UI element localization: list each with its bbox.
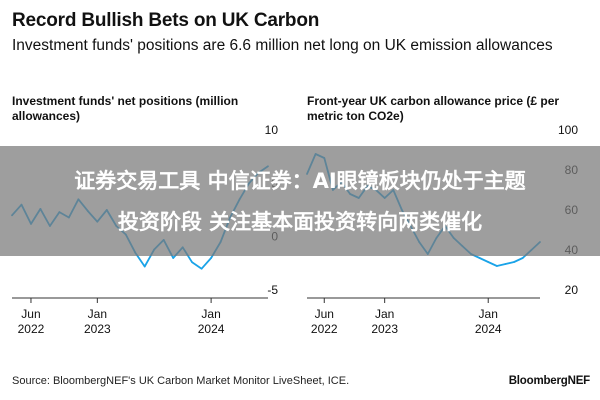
brand-logo-text: BloombergNEF	[508, 375, 590, 387]
banner-headline-line2: 投资阶段 关注基本面投资转向两类催化	[117, 210, 483, 234]
left-y-tick-label: 10	[265, 123, 279, 137]
page-subtitle: Investment funds' positions are 6.6 mill…	[12, 37, 553, 54]
left-chart-title: Investment funds' net positions (million…	[12, 94, 239, 123]
left-data-point	[191, 261, 194, 264]
right-x-tick-label: 2022	[311, 322, 338, 336]
left-x-tick-label: Jan	[88, 307, 107, 321]
right-data-point	[521, 257, 524, 259]
right-data-point	[513, 261, 516, 263]
left-x-tick-label: 2024	[198, 322, 225, 336]
left-data-point	[210, 257, 213, 259]
left-x-tick-label: 2023	[84, 322, 111, 336]
right-y-tick-label: 20	[565, 283, 579, 297]
left-y-tick-label: -5	[267, 283, 278, 297]
left-data-point	[200, 267, 203, 270]
right-x-tick-label: 2023	[371, 322, 398, 336]
left-x-tick-label: 2022	[18, 322, 45, 336]
right-data-point	[487, 261, 490, 263]
left-data-point	[172, 257, 175, 259]
right-y-tick-label: 100	[558, 123, 578, 137]
right-data-point	[478, 257, 481, 259]
right-data-point	[504, 263, 507, 265]
right-x-tick-label: 2024	[475, 322, 502, 336]
right-x-tick-label: Jan	[375, 307, 394, 321]
right-data-point	[495, 265, 498, 267]
right-x-tick-label: Jun	[315, 307, 334, 321]
banner-headline-line1: 证券交易工具 中信证券：AI眼镜板块仍处于主题	[74, 169, 526, 193]
banner-overlay	[0, 146, 600, 256]
right-chart-title: Front-year UK carbon allowance price (£ …	[307, 94, 560, 123]
right-x-tick-label: Jan	[479, 307, 498, 321]
left-x-tick-label: Jan	[201, 307, 220, 321]
page-title: Record Bullish Bets on UK Carbon	[12, 10, 320, 31]
left-x-tick-label: Jun	[21, 307, 40, 321]
source-note: Source: BloombergNEF's UK Carbon Market …	[12, 375, 350, 387]
left-data-point	[143, 265, 146, 268]
